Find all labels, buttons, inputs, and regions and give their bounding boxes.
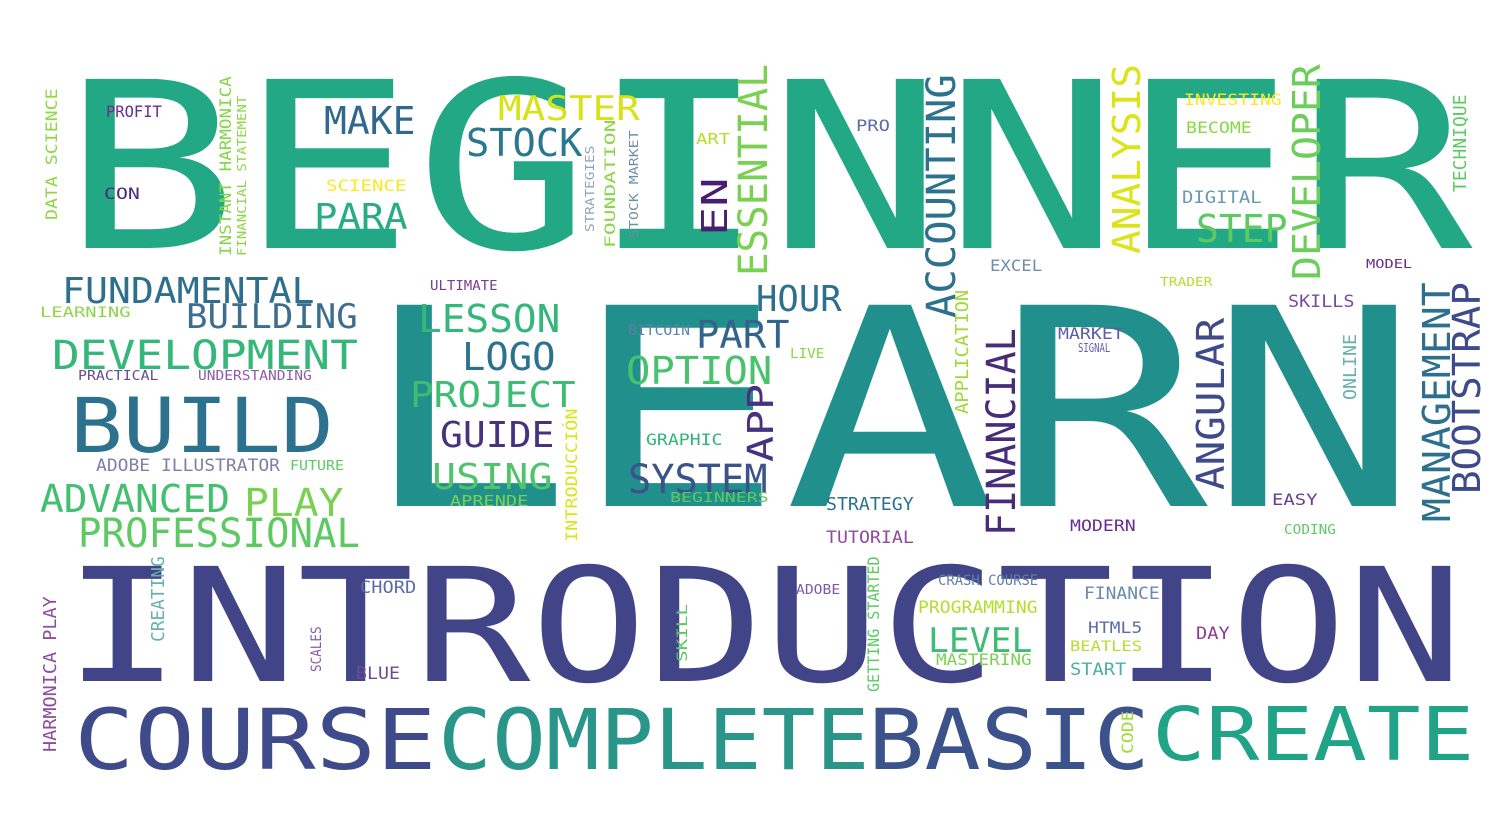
word-en: EN — [695, 177, 736, 236]
word-system: SYSTEM — [628, 457, 768, 503]
word-adobe: ADOBE — [796, 583, 841, 598]
word-financial: FINANCIAL — [979, 328, 1025, 536]
word-bitcoin: BITCOIN — [628, 323, 691, 339]
word-scales: SCALES — [309, 626, 325, 672]
word-para: PARA — [314, 197, 408, 238]
word-play: PLAY — [244, 481, 344, 525]
word-strategy: STRATEGY — [826, 494, 914, 515]
word-skill: SKILL — [675, 603, 691, 662]
word-getting-started: GETTING STARTED — [864, 556, 883, 692]
word-online: ONLINE — [1340, 333, 1361, 400]
word-instant-harmonica: INSTANT HARMONICA — [216, 76, 235, 257]
word-model: MODEL — [1366, 257, 1413, 271]
word-make: MAKE — [324, 99, 416, 143]
word-science: SCIENCE — [326, 176, 407, 195]
word-graphic: GRAPHIC — [646, 430, 723, 449]
word-aprende: APRENDE — [450, 492, 529, 510]
word-basic: BASIC — [868, 691, 1150, 789]
word-market: MARKET — [1058, 324, 1124, 343]
word-beginner: BEGINNER — [62, 33, 1473, 303]
word-developer: DEVELOPER — [1285, 64, 1329, 280]
word-code: CODE — [1118, 710, 1137, 754]
word-signal: SIGNAL — [1078, 341, 1111, 355]
word-angular: ANGULAR — [1189, 317, 1233, 490]
word-learning: LEARNING — [40, 305, 131, 321]
word-stock-market: STOCK MARKET — [627, 130, 641, 238]
word-html5: HTML5 — [1088, 618, 1143, 637]
word-app: APP — [741, 383, 782, 462]
word-investing: INVESTING — [1184, 90, 1282, 109]
word-practical: PRACTICAL — [78, 369, 159, 384]
word-beginners: BEGINNERS — [670, 491, 769, 506]
word-fundamental: FUNDAMENTAL — [62, 271, 315, 312]
word-guide: GUIDE — [440, 415, 555, 456]
word-skills: SKILLS — [1288, 292, 1355, 312]
word-ultimate: ULTIMATE — [430, 279, 498, 294]
word-hour: HOUR — [756, 279, 842, 320]
word-financial-statement: FINANCIAL STATEMENT — [235, 95, 249, 256]
word-introduction: INTRODUCTION — [64, 535, 1464, 719]
word-finance: FINANCE — [1084, 584, 1160, 604]
word-creating: CREATING — [148, 556, 169, 642]
word-coding: CODING — [1284, 523, 1336, 538]
word-become: BECOME — [1186, 118, 1252, 137]
word-day: DAY — [1196, 624, 1230, 644]
word-mastering: MASTERING — [936, 650, 1032, 669]
word-option: OPTION — [626, 349, 773, 393]
word-chord: CHORD — [360, 578, 417, 598]
word-building: BUILDING — [186, 297, 358, 337]
word-using: USING — [432, 457, 553, 498]
word-create: CREATE — [1152, 692, 1475, 778]
word-con: CON — [104, 184, 140, 203]
word-learn: LEARN — [360, 251, 1420, 572]
word-complete: COMPLETE — [438, 691, 870, 789]
word-blue: BLUE — [356, 664, 400, 684]
word-logo: LOGO — [462, 335, 556, 379]
word-data-science: DATA SCIENCE — [42, 88, 61, 221]
word-live: LIVE — [790, 347, 825, 362]
word-development: DEVELOPMENT — [52, 333, 358, 379]
word-start: START — [1070, 660, 1127, 680]
word-advanced: ADVANCED — [40, 477, 231, 521]
word-technique: TECHNIQUE — [1450, 94, 1471, 192]
word-art: ART — [696, 130, 731, 148]
word-analysis: ANALYSIS — [1105, 63, 1149, 255]
word-excel: EXCEL — [990, 256, 1043, 275]
word-beatles: BEATLES — [1070, 639, 1143, 655]
word-application: APPLICATION — [952, 289, 973, 414]
word-build: BUILD — [70, 381, 334, 470]
word-crash-course: CRASH COURSE — [938, 573, 1039, 589]
word-essential: ESSENTIAL — [731, 64, 777, 277]
word-understanding: UNDERSTANDING — [198, 369, 312, 384]
word-lesson: LESSON — [418, 297, 561, 341]
word-adobe-illustrator: ADOBE ILLUSTRATOR — [96, 456, 280, 476]
word-bootstrap: BOOTSTRAP — [1445, 282, 1489, 494]
word-professional: PROFESSIONAL — [78, 511, 360, 557]
word-introduccion: INTRODUCCIÓN — [562, 408, 581, 542]
word-project: PROJECT — [410, 375, 576, 416]
word-modern: MODERN — [1070, 516, 1136, 535]
word-course: COURSE — [74, 691, 437, 789]
word-profit: PROFIT — [106, 102, 162, 121]
word-strategies: STRATEGIES — [583, 145, 597, 232]
word-level: LEVEL — [928, 621, 1033, 661]
word-stock: STOCK — [466, 121, 583, 165]
word-step: STEP — [1196, 207, 1288, 251]
word-pro: PRO — [856, 116, 890, 135]
word-future: FUTURE — [290, 459, 344, 474]
word-accounting: ACCOUNTING — [919, 74, 965, 318]
word-part: PART — [696, 313, 790, 357]
word-easy: EASY — [1272, 490, 1318, 509]
word-digital: DIGITAL — [1182, 188, 1262, 208]
word-harmonica-play: HARMONICA PLAY — [40, 596, 61, 752]
word-foundation: FOUNDATION — [603, 119, 619, 249]
word-tutorial: TUTORIAL — [826, 528, 914, 548]
word-programming: PROGRAMMING — [918, 598, 1038, 618]
word-master: MASTER — [498, 89, 640, 129]
word-trader: TRADER — [1160, 275, 1213, 289]
